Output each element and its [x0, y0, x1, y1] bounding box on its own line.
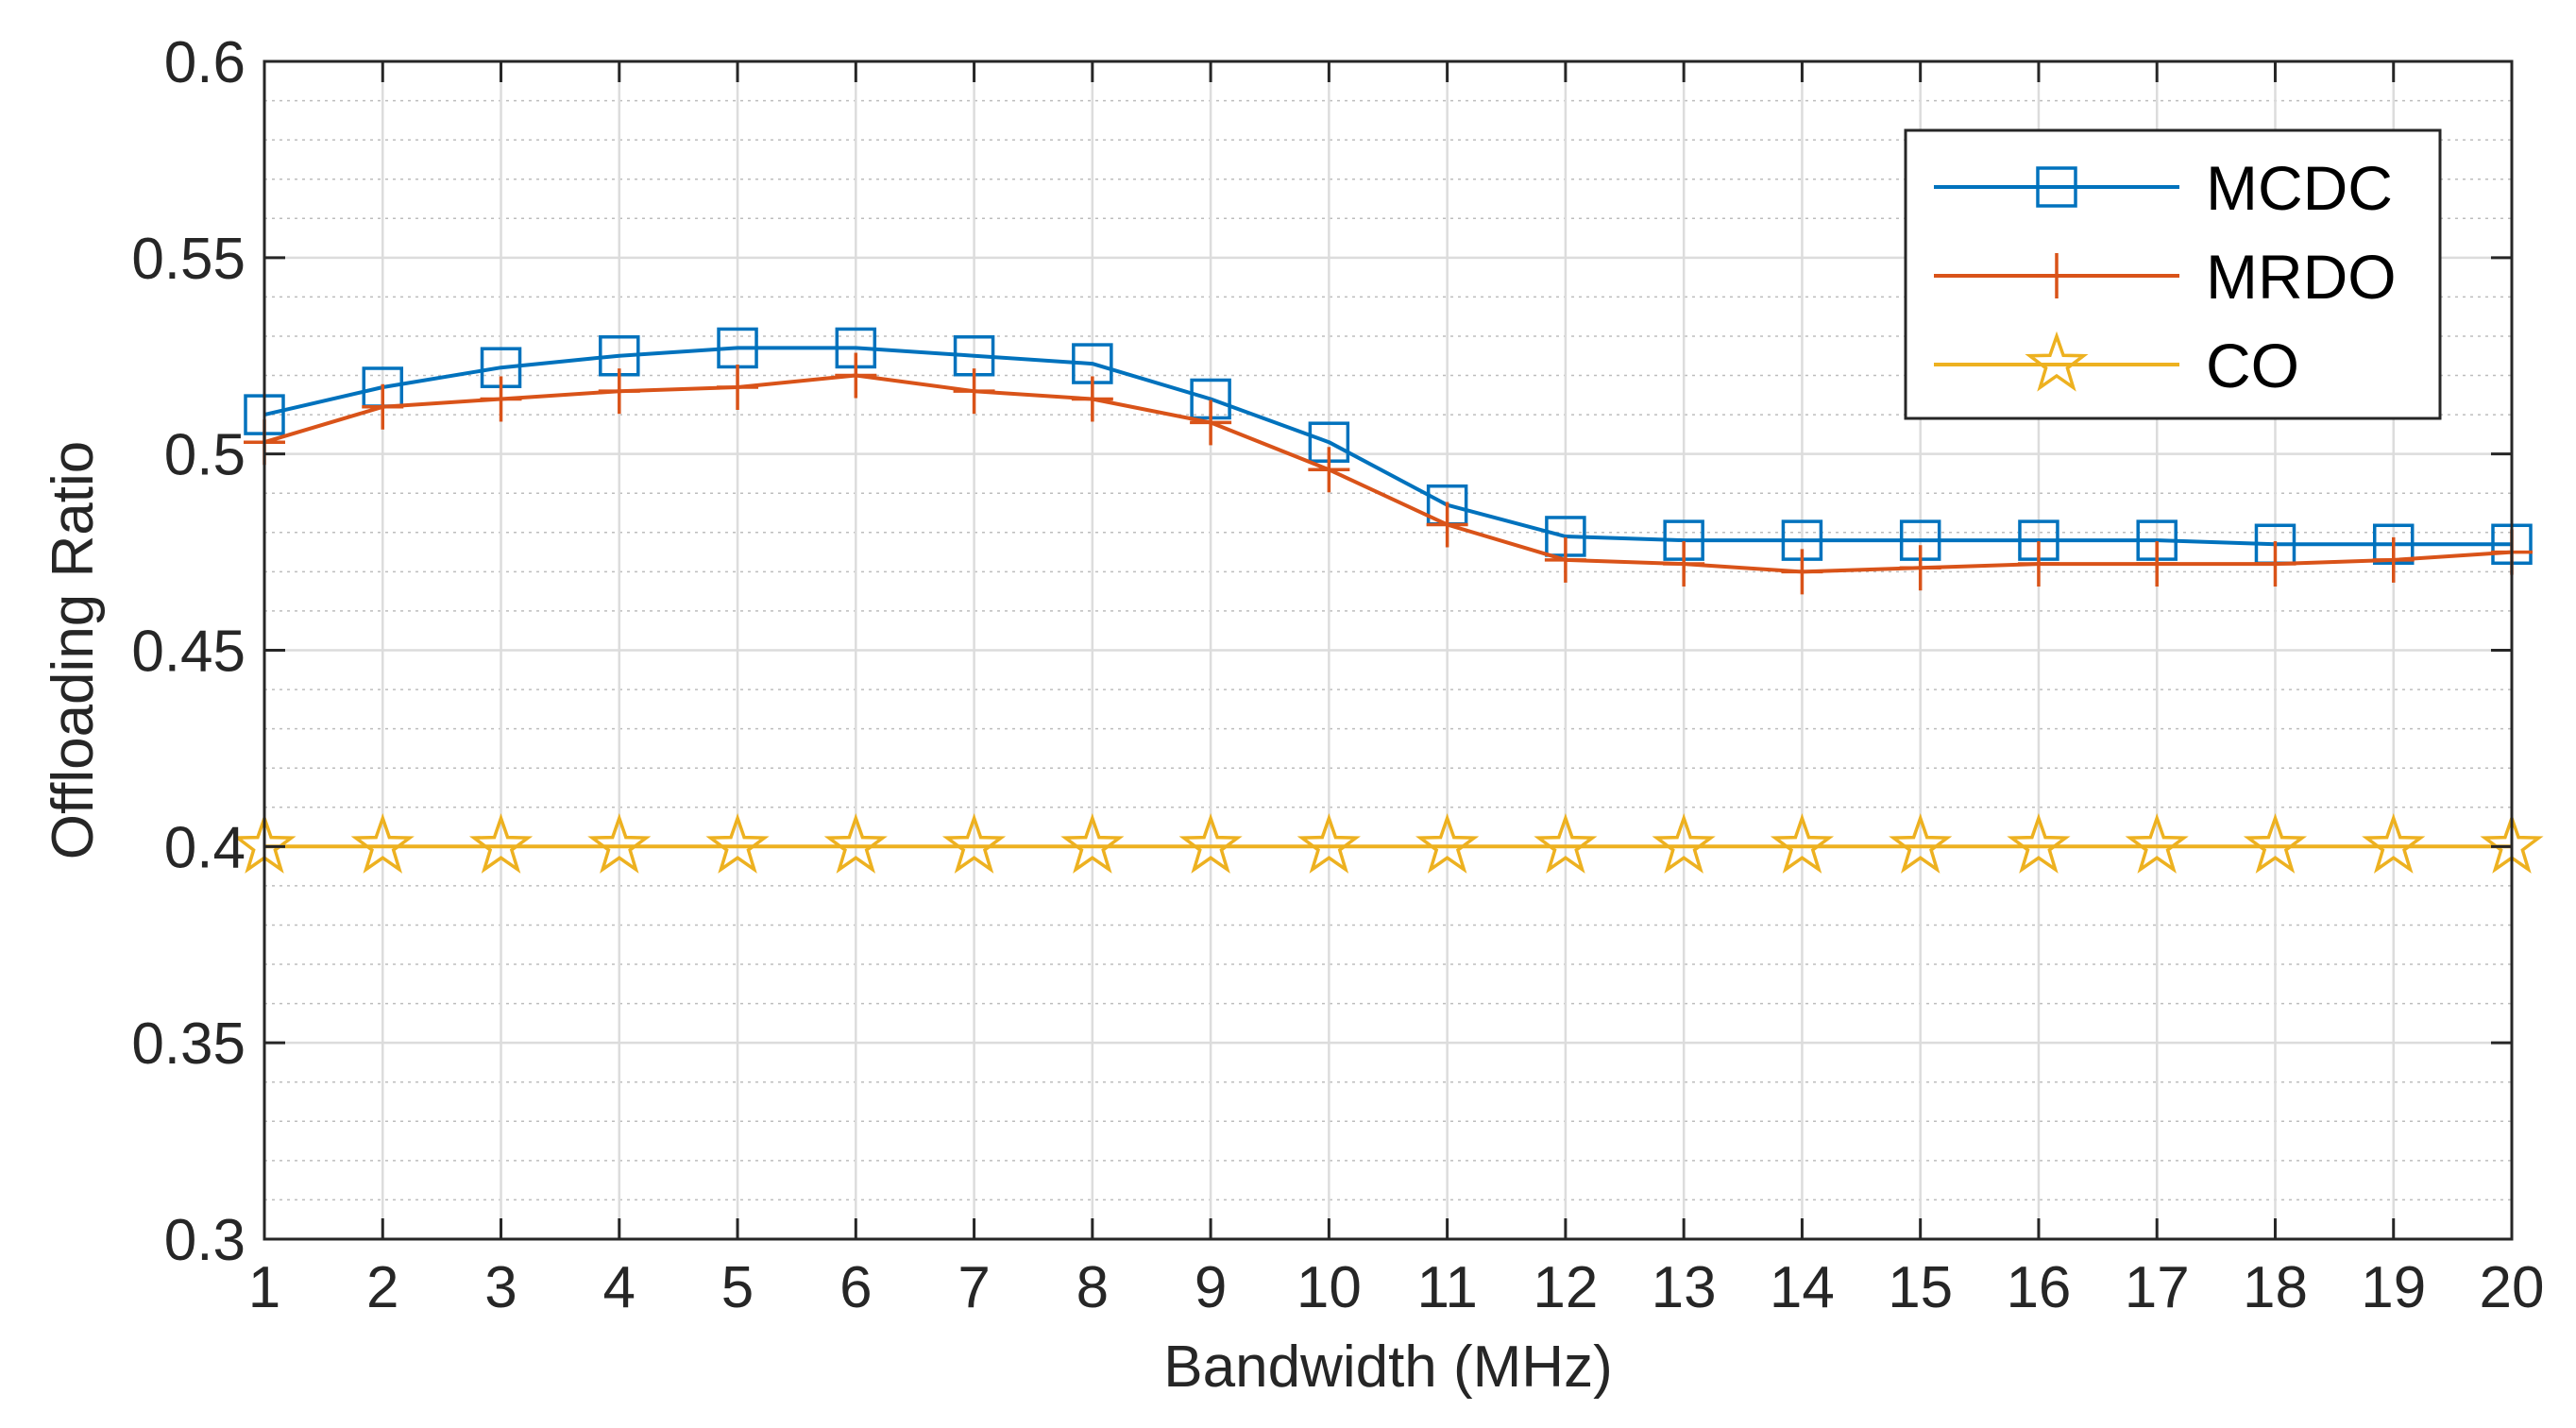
data-point-co [587, 812, 652, 874]
data-point-mrdo [1899, 545, 1941, 591]
legend-item-mcdc: MCDC [1934, 153, 2393, 223]
data-point-co [1770, 812, 1835, 874]
x-tick-label: 1 [248, 1255, 280, 1320]
data-point-mrdo [598, 368, 640, 415]
data-point-co [1060, 812, 1125, 874]
y-tick-label: 0.5 [164, 423, 246, 488]
x-tick-label: 12 [1533, 1255, 1598, 1320]
legend-marker-mcdc [2036, 166, 2077, 208]
x-tick-label: 19 [2361, 1255, 2426, 1320]
legend-item-mrdo: MRDO [1934, 242, 2397, 312]
data-point-co [2125, 812, 2189, 874]
data-point-co [2007, 812, 2071, 874]
data-point-mrdo [2017, 541, 2059, 587]
data-point-mrdo [1544, 536, 1586, 583]
data-point-mrdo [1426, 502, 1468, 548]
legend-item-co: CO [1934, 331, 2299, 400]
x-tick-label: 13 [1652, 1255, 1717, 1320]
data-point-co [941, 812, 1007, 874]
data-point-mrdo [480, 376, 522, 422]
data-point-co [350, 812, 415, 874]
data-point-co [1178, 812, 1243, 874]
x-tick-label: 11 [1416, 1255, 1477, 1320]
data-point-mrdo [1308, 447, 1350, 493]
x-tick-label: 17 [2125, 1255, 2190, 1320]
x-tick-label: 2 [366, 1255, 398, 1320]
x-tick-label: 5 [721, 1255, 754, 1320]
y-tick-label: 0.6 [164, 30, 246, 95]
data-point-mrdo [2136, 541, 2178, 587]
data-point-mrdo [2254, 541, 2296, 587]
x-tick-label: 10 [1296, 1255, 1362, 1320]
x-tick-label: 4 [603, 1255, 636, 1320]
data-point-co [1534, 812, 1598, 874]
data-point-mrdo [1781, 549, 1823, 595]
data-point-co [705, 812, 770, 874]
x-tick-label: 9 [1195, 1255, 1227, 1320]
x-tick-label: 18 [2243, 1255, 2308, 1320]
data-point-mrdo [953, 368, 995, 415]
data-point-mrdo [835, 352, 877, 399]
x-axis-label: Bandwidth (MHz) [1163, 1334, 1612, 1400]
x-tick-label: 20 [2480, 1255, 2545, 1320]
legend-label-mrdo: MRDO [2206, 242, 2397, 312]
y-axis-label: Offloading Ratio [41, 441, 106, 859]
y-tick-label: 0.3 [164, 1208, 246, 1273]
x-tick-label: 14 [1770, 1255, 1835, 1320]
data-point-mrdo [717, 365, 759, 411]
legend-label-co: CO [2206, 331, 2299, 400]
legend: MCDC MRDO CO [1904, 128, 2442, 420]
x-tick-label: 7 [958, 1255, 990, 1320]
data-point-co [2243, 812, 2308, 874]
x-tick-label: 8 [1076, 1255, 1109, 1320]
data-point-co [1415, 812, 1480, 874]
data-point-co [468, 812, 534, 874]
data-point-mrdo [2372, 536, 2415, 583]
data-point-co [2362, 812, 2426, 874]
legend-marker-mrdo [2036, 253, 2077, 298]
data-point-mrdo [1663, 541, 1705, 587]
y-tick-label: 0.4 [164, 815, 246, 880]
data-point-co [1296, 812, 1361, 874]
y-tick-label: 0.35 [131, 1012, 246, 1077]
data-point-co [1889, 812, 1953, 874]
x-tick-label: 15 [1888, 1255, 1953, 1320]
legend-marker-co [2025, 331, 2089, 392]
y-tick-label: 0.45 [131, 620, 246, 685]
data-point-co [1652, 812, 1716, 874]
axis-ticks: 0.30.350.40.450.50.550.61 2 3 4 5 6 7 8 9 10 11 12 1… [131, 30, 2544, 1320]
legend-label-mcdc: MCDC [2206, 153, 2393, 223]
x-tick-label: 6 [839, 1255, 872, 1320]
x-tick-label: 3 [484, 1255, 517, 1320]
x-tick-label: 16 [2006, 1255, 2071, 1320]
data-point-mrdo [362, 383, 404, 430]
data-point-co [823, 812, 888, 874]
y-tick-label: 0.55 [131, 227, 246, 292]
data-point-mrdo [1190, 400, 1232, 446]
data-point-mrdo [1071, 376, 1113, 422]
